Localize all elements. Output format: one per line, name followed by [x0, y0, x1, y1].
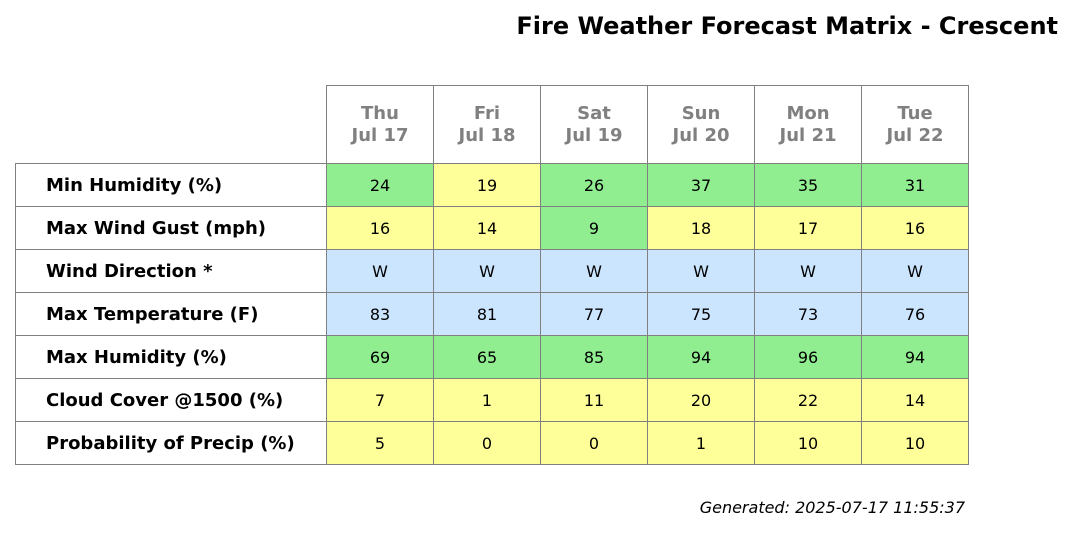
value-cell: 16: [326, 206, 434, 250]
value-cell: 85: [540, 335, 648, 379]
value-cell: 0: [433, 421, 541, 465]
value-cell: 96: [754, 335, 862, 379]
table-row: Wind Direction * W W W W W W: [15, 249, 969, 293]
value-cell: 19: [433, 163, 541, 207]
row-label: Wind Direction *: [15, 249, 327, 293]
value-cell: 73: [754, 292, 862, 336]
value-cell: 10: [861, 421, 969, 465]
day-date: Jul 19: [565, 124, 623, 146]
generated-timestamp: Generated: 2025-07-17 11:55:37: [699, 498, 965, 517]
day-header: Sun Jul 20: [647, 85, 755, 164]
day-date: Jul 21: [779, 124, 837, 146]
day-name: Thu: [361, 102, 399, 124]
value-cell: W: [754, 249, 862, 293]
value-cell: 75: [647, 292, 755, 336]
value-cell: W: [647, 249, 755, 293]
value-cell: 20: [647, 378, 755, 422]
forecast-matrix: Thu Jul 17 Fri Jul 18 Sat Jul 19 Sun Jul 20 …: [15, 85, 969, 465]
value-cell: 11: [540, 378, 648, 422]
value-cell: W: [540, 249, 648, 293]
value-cell: 14: [433, 206, 541, 250]
value-cell: 18: [647, 206, 755, 250]
table-row: Max Wind Gust (mph) 16 14 9 18 17 16: [15, 206, 969, 250]
value-cell: 10: [754, 421, 862, 465]
value-cell: 37: [647, 163, 755, 207]
day-header: Mon Jul 21: [754, 85, 862, 164]
value-cell: 69: [326, 335, 434, 379]
chart-title: Fire Weather Forecast Matrix - Crescent: [516, 12, 1058, 40]
corner-cell: [16, 86, 327, 164]
row-label: Probability of Precip (%): [15, 421, 327, 465]
value-cell: W: [861, 249, 969, 293]
header-row: Thu Jul 17 Fri Jul 18 Sat Jul 19 Sun Jul 20 …: [16, 85, 969, 164]
value-cell: 5: [326, 421, 434, 465]
value-cell: 16: [861, 206, 969, 250]
day-header: Fri Jul 18: [433, 85, 541, 164]
day-date: Jul 17: [351, 124, 409, 146]
value-cell: 94: [861, 335, 969, 379]
table-row: Max Humidity (%) 69 65 85 94 96 94: [15, 335, 969, 379]
row-label: Max Wind Gust (mph): [15, 206, 327, 250]
value-cell: 7: [326, 378, 434, 422]
day-date: Jul 20: [672, 124, 730, 146]
value-cell: 65: [433, 335, 541, 379]
table-row: Min Humidity (%) 24 19 26 37 35 31: [15, 163, 969, 207]
value-cell: 17: [754, 206, 862, 250]
value-cell: 77: [540, 292, 648, 336]
day-header: Thu Jul 17: [326, 85, 434, 164]
day-header: Sat Jul 19: [540, 85, 648, 164]
day-name: Sun: [681, 102, 721, 124]
table-row: Probability of Precip (%) 5 0 0 1 10 10: [15, 421, 969, 465]
day-date: Jul 22: [886, 124, 944, 146]
value-cell: 94: [647, 335, 755, 379]
value-cell: 35: [754, 163, 862, 207]
day-name: Tue: [897, 102, 933, 124]
value-cell: 1: [433, 378, 541, 422]
value-cell: 31: [861, 163, 969, 207]
value-cell: 14: [861, 378, 969, 422]
row-label: Max Temperature (F): [15, 292, 327, 336]
day-name: Fri: [473, 102, 501, 124]
table-row: Cloud Cover @1500 (%) 7 1 11 20 22 14: [15, 378, 969, 422]
value-cell: 24: [326, 163, 434, 207]
row-label: Max Humidity (%): [15, 335, 327, 379]
value-cell: 1: [647, 421, 755, 465]
value-cell: 76: [861, 292, 969, 336]
table-row: Max Temperature (F) 83 81 77 75 73 76: [15, 292, 969, 336]
value-cell: 26: [540, 163, 648, 207]
day-name: Sat: [577, 102, 611, 124]
day-header: Tue Jul 22: [861, 85, 969, 164]
value-cell: 9: [540, 206, 648, 250]
value-cell: W: [326, 249, 434, 293]
value-cell: 83: [326, 292, 434, 336]
day-name: Mon: [786, 102, 830, 124]
day-date: Jul 18: [458, 124, 516, 146]
value-cell: 22: [754, 378, 862, 422]
row-label: Min Humidity (%): [15, 163, 327, 207]
value-cell: 81: [433, 292, 541, 336]
value-cell: 0: [540, 421, 648, 465]
value-cell: W: [433, 249, 541, 293]
row-label: Cloud Cover @1500 (%): [15, 378, 327, 422]
